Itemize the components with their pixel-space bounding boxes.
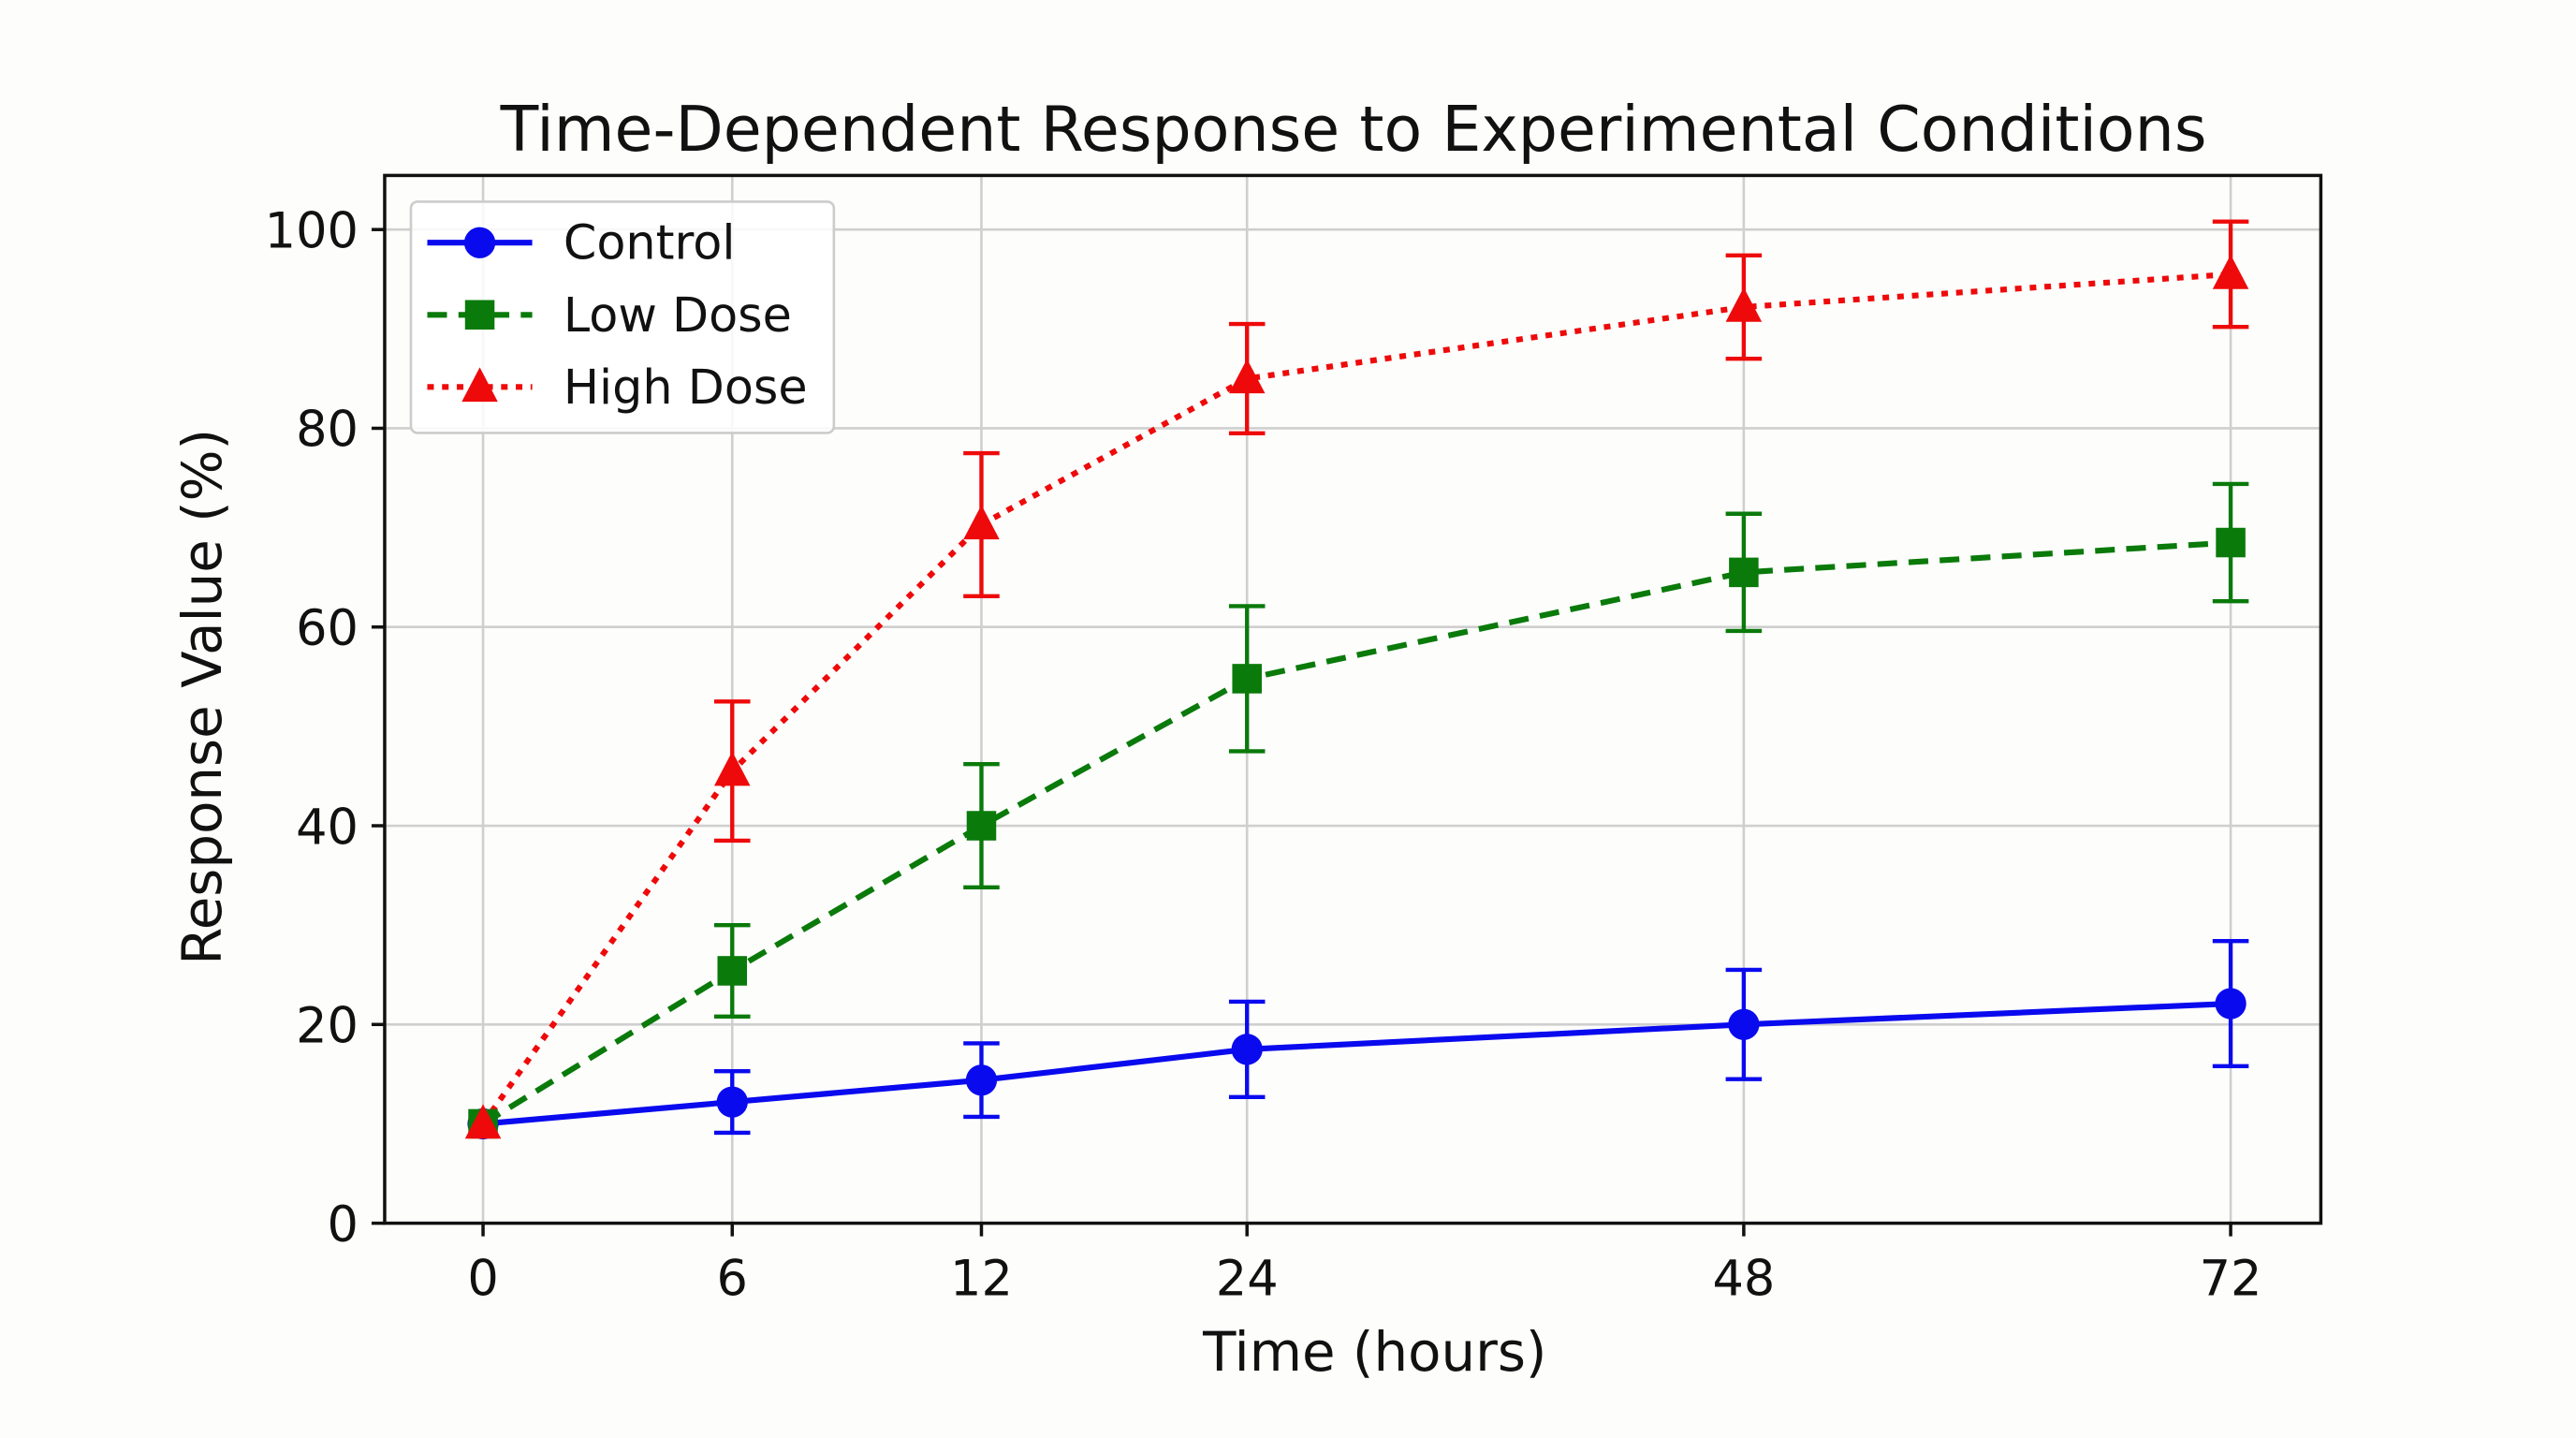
- y-tick-label: 40: [296, 799, 359, 856]
- marker-triangle: [1725, 286, 1763, 322]
- marker-circle: [1231, 1034, 1263, 1065]
- marker-square: [717, 956, 748, 986]
- marker-triangle: [461, 367, 498, 403]
- legend-label: High Dose: [564, 360, 808, 415]
- chart-title: Time-Dependent Response to Experimental …: [500, 93, 2207, 166]
- x-tick-label: 6: [717, 1251, 748, 1308]
- x-tick-label: 72: [2200, 1251, 2262, 1308]
- marker-circle: [965, 1064, 998, 1096]
- marker-square: [2216, 527, 2246, 558]
- marker-triangle: [714, 751, 751, 786]
- series-line: [480, 271, 2232, 1126]
- marker-square: [464, 300, 495, 330]
- marker-circle: [1728, 1008, 1760, 1040]
- y-axis-label: Response Value (%): [170, 429, 234, 965]
- x-tick-label: 12: [950, 1251, 1013, 1308]
- marker-square: [1232, 664, 1262, 694]
- marker-triangle: [2212, 254, 2249, 289]
- x-tick-label: 48: [1712, 1251, 1775, 1308]
- series-control: [482, 938, 2249, 1136]
- marker-triangle: [963, 505, 1000, 540]
- series-line: [482, 1000, 2232, 1127]
- x-tick-label: 0: [467, 1251, 498, 1308]
- x-ticks: 0 6 12 24 48 72: [467, 1223, 2262, 1308]
- x-axis-label: Time (hours): [1202, 1320, 1546, 1384]
- legend-label: Low Dose: [564, 287, 792, 343]
- y-tick-label: 60: [296, 600, 359, 657]
- legend: Control Low Dose High Dose: [409, 200, 836, 434]
- legend-item: High Dose: [427, 360, 808, 415]
- legend-item: Control: [427, 215, 736, 271]
- marker-triangle: [1228, 359, 1266, 394]
- y-ticks: 0 20 40 60 80 100: [265, 202, 385, 1254]
- series-layer: [464, 219, 2249, 1140]
- y-tick-label: 100: [265, 202, 359, 259]
- marker-square: [966, 811, 997, 841]
- y-tick-label: 80: [296, 402, 359, 459]
- legend-label: Control: [564, 215, 736, 271]
- legend-item: Low Dose: [427, 287, 792, 343]
- marker-triangle: [464, 1104, 502, 1139]
- marker-circle: [716, 1086, 748, 1118]
- series-low-dose: [481, 481, 2249, 1127]
- legend-box: [409, 200, 836, 434]
- marker-square: [1729, 557, 1759, 588]
- y-tick-label: 20: [296, 998, 359, 1055]
- plot-frame: [383, 173, 2323, 1225]
- series-line: [481, 539, 2232, 1127]
- y-tick-label: 0: [328, 1196, 359, 1254]
- x-tick-label: 24: [1216, 1251, 1279, 1308]
- marker-circle: [463, 227, 496, 258]
- marker-circle: [2215, 988, 2247, 1020]
